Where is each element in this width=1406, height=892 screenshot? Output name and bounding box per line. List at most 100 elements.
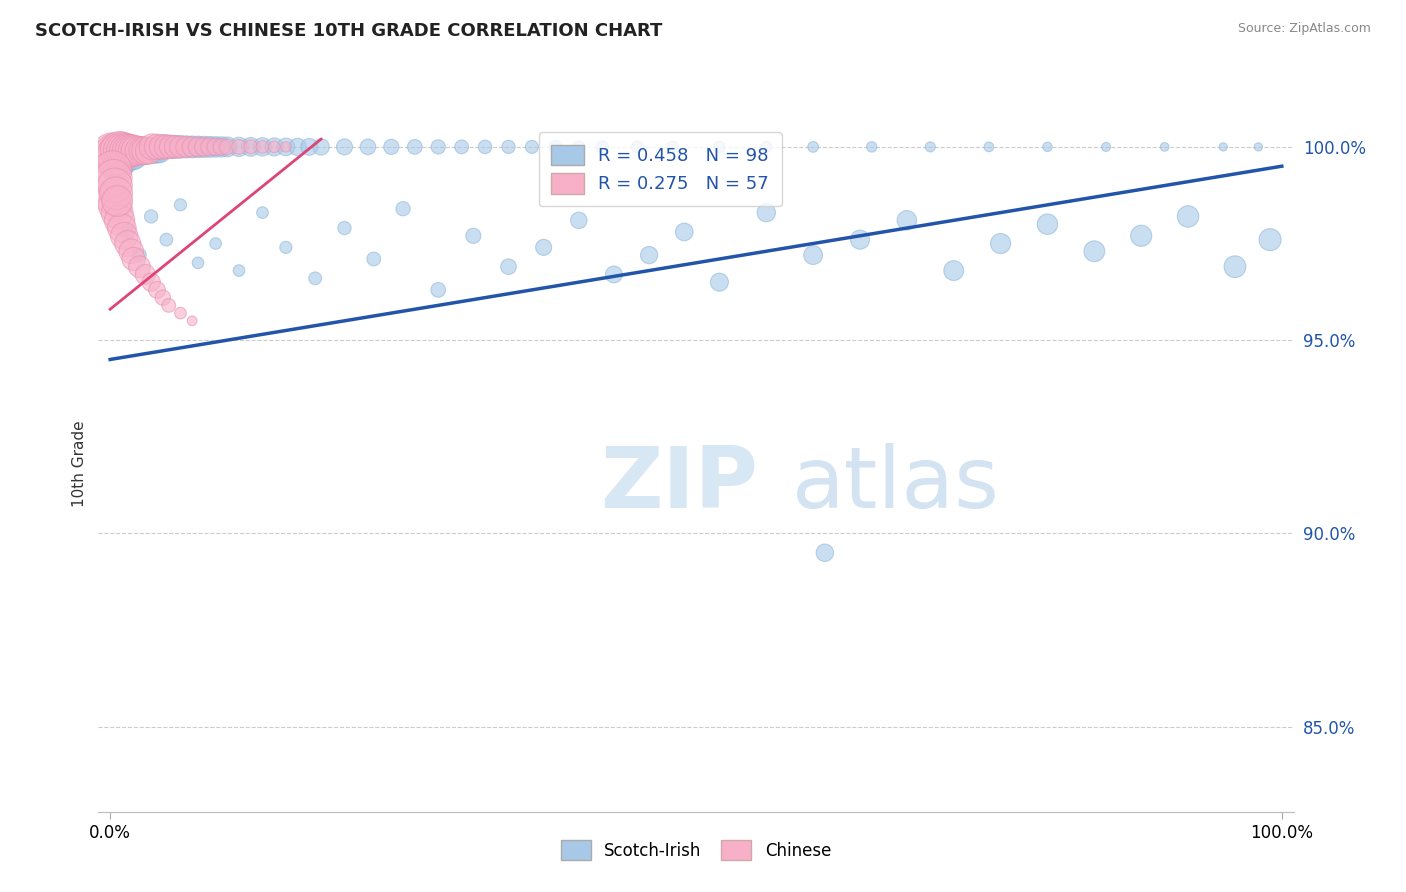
Point <box>363 252 385 266</box>
Point <box>117 236 139 251</box>
Point <box>134 144 156 158</box>
Point <box>204 236 226 251</box>
Point <box>198 140 221 154</box>
Point <box>1036 140 1059 154</box>
Point <box>112 147 135 161</box>
Point <box>474 140 496 154</box>
Point <box>104 198 127 212</box>
Point <box>252 140 274 154</box>
Point <box>101 163 124 178</box>
Point <box>157 140 180 154</box>
Point <box>801 248 824 262</box>
Point <box>333 140 356 154</box>
Point <box>801 140 824 154</box>
Point <box>111 144 134 158</box>
Point <box>450 140 472 154</box>
Point <box>709 275 731 289</box>
Point <box>146 283 169 297</box>
Point <box>977 140 1000 154</box>
Point <box>239 140 262 154</box>
Point <box>896 213 918 227</box>
Point <box>105 186 128 201</box>
Point <box>108 213 131 227</box>
Point <box>661 140 683 154</box>
Legend: Scotch-Irish, Chinese: Scotch-Irish, Chinese <box>547 827 845 873</box>
Point <box>204 140 226 154</box>
Point <box>263 140 285 154</box>
Point <box>544 140 567 154</box>
Point <box>198 140 221 154</box>
Point <box>174 140 197 154</box>
Point <box>165 140 187 154</box>
Point <box>163 140 186 154</box>
Point <box>228 140 250 154</box>
Point <box>463 228 485 243</box>
Point <box>155 140 177 154</box>
Point <box>1130 228 1153 243</box>
Point <box>122 147 145 161</box>
Point <box>117 225 139 239</box>
Point <box>274 140 297 154</box>
Point <box>181 314 204 328</box>
Point <box>860 140 883 154</box>
Point <box>392 202 415 216</box>
Point <box>169 306 191 320</box>
Point <box>101 147 124 161</box>
Point <box>228 263 250 277</box>
Point <box>108 144 131 158</box>
Point <box>128 144 150 158</box>
Point <box>128 144 150 158</box>
Point <box>181 140 204 154</box>
Point <box>211 140 233 154</box>
Point <box>112 144 135 158</box>
Point <box>108 152 131 166</box>
Point <box>626 140 648 154</box>
Point <box>274 140 297 154</box>
Point <box>252 140 274 154</box>
Point <box>128 248 150 262</box>
Point <box>187 140 209 154</box>
Point <box>287 140 309 154</box>
Point <box>709 140 731 154</box>
Point <box>252 205 274 219</box>
Point <box>112 228 135 243</box>
Point <box>143 144 166 158</box>
Point <box>105 155 128 169</box>
Point <box>111 152 134 166</box>
Point <box>120 147 142 161</box>
Point <box>211 140 233 154</box>
Point <box>603 268 626 282</box>
Point <box>849 233 872 247</box>
Point <box>132 144 155 158</box>
Point <box>141 275 163 289</box>
Point <box>104 178 127 193</box>
Point <box>239 140 262 154</box>
Point <box>217 140 239 154</box>
Point <box>193 140 215 154</box>
Point <box>673 225 696 239</box>
Point <box>115 144 138 158</box>
Point <box>187 140 209 154</box>
Point <box>169 140 191 154</box>
Point <box>990 236 1012 251</box>
Point <box>755 205 778 219</box>
Point <box>942 263 965 277</box>
Text: Source: ZipAtlas.com: Source: ZipAtlas.com <box>1237 22 1371 36</box>
Point <box>150 140 173 154</box>
Point <box>298 140 321 154</box>
Point <box>136 144 159 158</box>
Point <box>1177 210 1199 224</box>
Point <box>105 147 128 161</box>
Point <box>155 233 177 247</box>
Point <box>1258 233 1281 247</box>
Point <box>152 140 174 154</box>
Point <box>125 144 148 158</box>
Point <box>591 140 613 154</box>
Point <box>204 140 226 154</box>
Point <box>920 140 942 154</box>
Text: ZIP: ZIP <box>600 443 758 526</box>
Point <box>118 144 141 158</box>
Text: atlas: atlas <box>792 443 1000 526</box>
Point <box>568 140 591 154</box>
Point <box>533 240 555 254</box>
